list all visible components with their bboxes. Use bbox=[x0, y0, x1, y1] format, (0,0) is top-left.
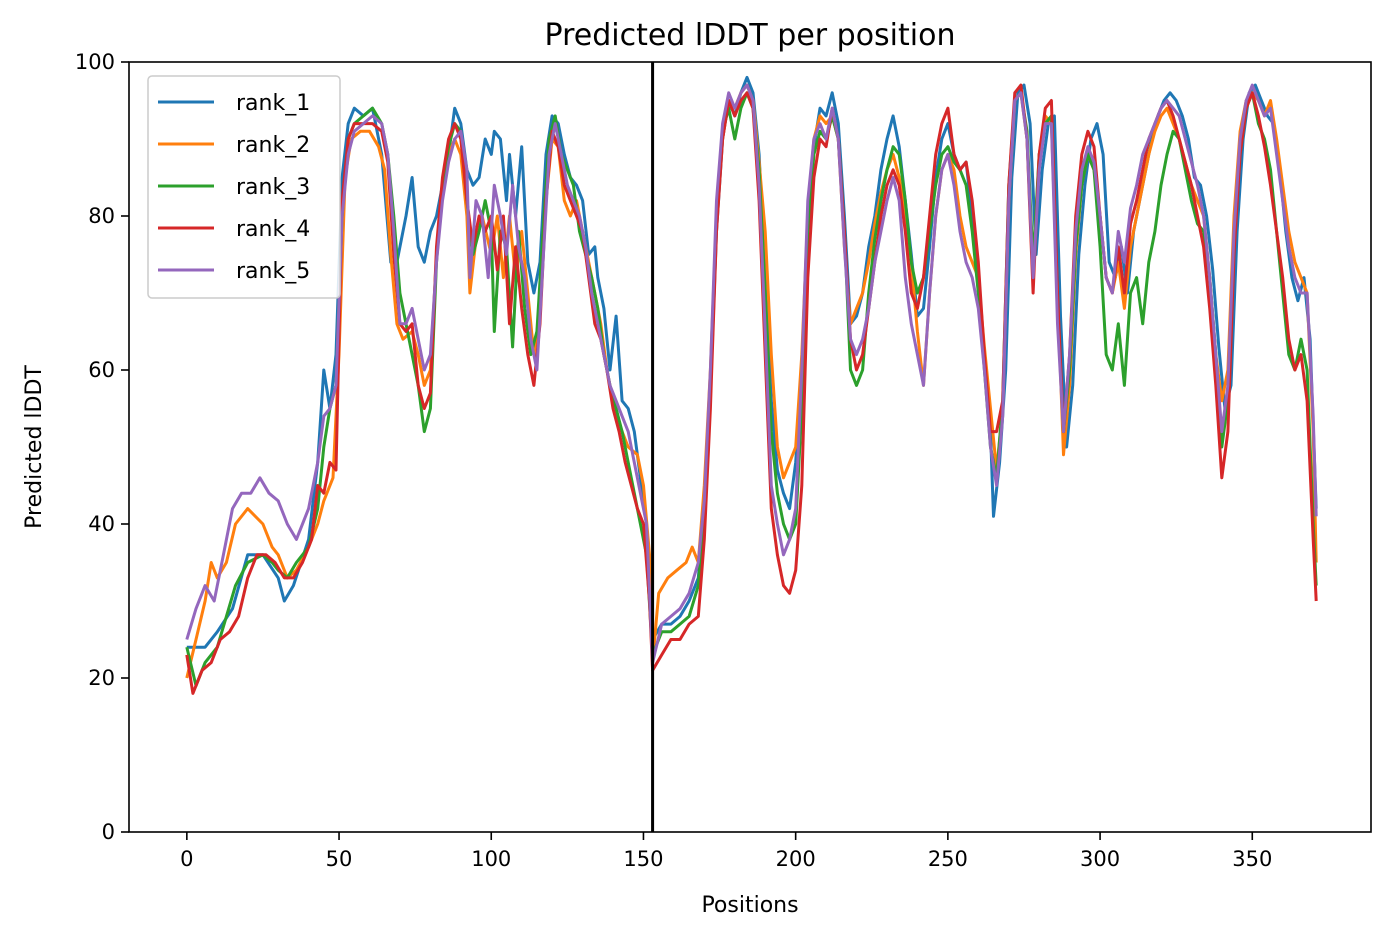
legend: rank_1 rank_2 rank_3 rank_4 rank_5 bbox=[147, 75, 341, 299]
y-tick-label: 80 bbox=[88, 204, 115, 228]
y-tick-label: 0 bbox=[102, 820, 115, 844]
y-axis-ticks: 0 20 40 60 80 100 bbox=[75, 50, 129, 844]
legend-label-rank_3: rank_3 bbox=[236, 175, 310, 200]
y-tick-label: 60 bbox=[88, 358, 115, 382]
x-axis-ticks: 0 50 100 150 200 250 300 350 bbox=[180, 832, 1272, 871]
x-tick-label: 150 bbox=[623, 847, 663, 871]
legend-label-rank_5: rank_5 bbox=[236, 259, 310, 284]
x-tick-label: 50 bbox=[326, 847, 353, 871]
x-tick-label: 300 bbox=[1080, 847, 1120, 871]
x-tick-label: 250 bbox=[928, 847, 968, 871]
series-layer bbox=[185, 75, 1318, 695]
series-line-rank_5 bbox=[185, 83, 1318, 665]
y-axis-label: Predicted lDDT bbox=[22, 365, 47, 529]
x-axis-label: Positions bbox=[701, 893, 798, 918]
legend-items: rank_1 rank_2 rank_3 rank_4 rank_5 bbox=[158, 91, 310, 284]
series-line-rank_2 bbox=[185, 83, 1318, 679]
series-line-rank_4 bbox=[185, 83, 1318, 695]
series-line-rank_3 bbox=[185, 91, 1318, 688]
legend-frame bbox=[147, 75, 341, 299]
y-tick-label: 20 bbox=[88, 666, 115, 690]
x-tick-label: 100 bbox=[471, 847, 511, 871]
x-tick-label: 200 bbox=[776, 847, 816, 871]
plot-area-frame bbox=[128, 61, 1372, 833]
chart-title: Predicted lDDT per position bbox=[545, 18, 956, 53]
legend-label-rank_1: rank_1 bbox=[236, 91, 310, 116]
y-tick-label: 100 bbox=[75, 50, 115, 74]
x-tick-label: 0 bbox=[180, 847, 193, 871]
legend-label-rank_2: rank_2 bbox=[236, 133, 310, 158]
x-tick-label: 350 bbox=[1232, 847, 1272, 871]
legend-label-rank_4: rank_4 bbox=[236, 217, 310, 242]
y-tick-label: 40 bbox=[88, 512, 115, 536]
